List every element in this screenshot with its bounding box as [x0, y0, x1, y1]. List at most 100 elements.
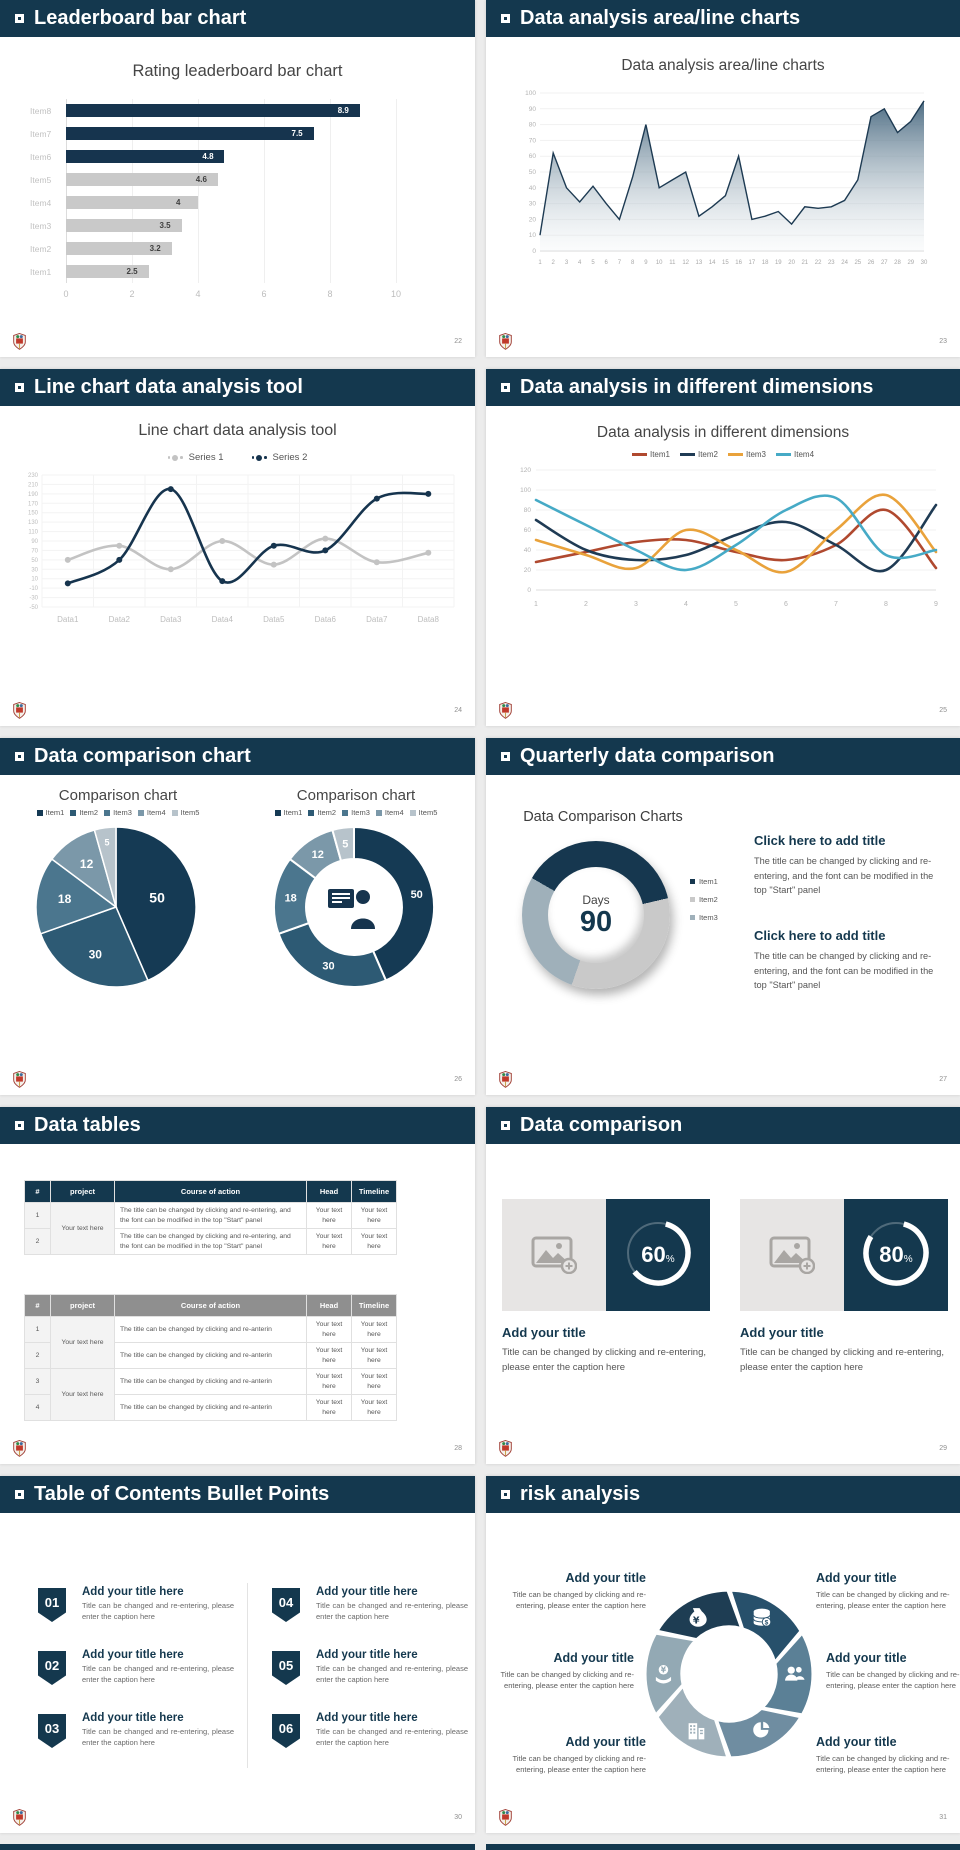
slide-body: Data analysis area/line charts 0 10 20 3… [486, 37, 960, 357]
slide-thumbnail-26[interactable]: Data comparison chart Comparison chart I… [0, 738, 475, 1095]
slide-body: Line chart data analysis tool Series 1 S… [0, 406, 475, 726]
bar-track: 4.8 [66, 150, 432, 163]
toc-item[interactable]: Add your title here Title can be changed… [82, 1649, 234, 1686]
data-table: # project Course of action Head Timeline 1 Yo… [24, 1294, 397, 1422]
bar-chart: 0 2 4 6 8 10 Item8 8.9 Item7 7.5 Item6 4.8 It… [30, 99, 432, 314]
pinwheel-segment [644, 1632, 698, 1717]
comparison-card: 60 % Add your title Title can be changed… [502, 1199, 710, 1373]
risk-text-block[interactable]: Add your title Title can be changed by c… [816, 1735, 960, 1776]
table-row: 2 The title can be changed by clicking an… [24, 1342, 397, 1370]
slide-thumbnail-29[interactable]: Data comparison 60 % Add your title Titl… [486, 1107, 960, 1464]
svg-text:8: 8 [631, 260, 635, 266]
bar-row: Item1 2.5 [30, 260, 432, 283]
risk-text-block[interactable]: Add your title Title can be changed by c… [826, 1651, 960, 1692]
axis-tick-label: 8 [327, 289, 333, 299]
legend-item: Item3 [104, 808, 132, 817]
svg-text:¥: ¥ [661, 1666, 667, 1675]
data-table: # project Course of action Head Timeline 1 Yo… [24, 1180, 397, 1256]
table-cell: The title can be changed by clicking and… [114, 1394, 307, 1422]
page-number: 31 [939, 1814, 947, 1821]
slide-header: Data comparison [486, 1107, 960, 1144]
toc-item-title: Add your title here [316, 1712, 418, 1724]
table-cell: Your text here [50, 1315, 115, 1370]
legend-label: Item3 [113, 808, 132, 817]
svg-text:$: $ [765, 1620, 769, 1627]
bar-row: Item5 4.6 [30, 168, 432, 191]
slide-thumbnail-22[interactable]: Leaderboard bar chart Rating leaderboard… [0, 0, 475, 357]
text-block-title: Click here to add title [754, 928, 886, 943]
slide-thumbnail-27[interactable]: Quarterly data comparison Data Compariso… [486, 738, 960, 1095]
slide-thumbnail-24[interactable]: Line chart data analysis tool Line chart… [0, 369, 475, 726]
svg-text:8: 8 [884, 601, 888, 608]
risk-text-block[interactable]: Add your title Title can be changed by c… [500, 1735, 646, 1776]
svg-text:30: 30 [322, 961, 334, 973]
percent-panel: 80 % [844, 1199, 948, 1311]
svg-text:-30: -30 [29, 596, 38, 602]
table-cell: Your text here [306, 1342, 352, 1370]
hand-coin-icon: ¥ [655, 1664, 672, 1684]
svg-text:5: 5 [104, 838, 109, 848]
pinwheel-diagram: ¥ $ ¥ [644, 1589, 814, 1759]
toc-item[interactable]: Add your title here Title can be changed… [316, 1712, 468, 1749]
table-header-cell: # [24, 1180, 51, 1203]
bullet-square-icon [15, 1121, 24, 1130]
chart-title: Rating leaderboard bar chart [132, 62, 343, 80]
table-cell: 3 [24, 1368, 51, 1396]
legend-item: Item4 [776, 450, 814, 459]
table-wrap: # project Course of action Head Timeline 1 Yo… [24, 1294, 397, 1422]
gridline [396, 99, 397, 283]
bar-value-label: 4 [176, 198, 181, 207]
toc-item[interactable]: Add your title here Title can be changed… [316, 1586, 468, 1623]
slide-thumbnail-28[interactable]: Data tables # project Course of action Head… [0, 1107, 475, 1464]
percent-label: 80 % [844, 1199, 948, 1311]
slide-thumbnail-23[interactable]: Data analysis area/line charts Data anal… [486, 0, 960, 357]
image-placeholder-icon [769, 1236, 815, 1274]
bar [66, 173, 218, 186]
legend-item: Item2 [308, 808, 336, 817]
svg-text:11: 11 [669, 260, 676, 266]
crest-logo-icon [13, 1071, 26, 1088]
bullet-square-icon [15, 14, 24, 23]
slide-header: Data comparison chart [0, 738, 475, 775]
svg-text:40: 40 [529, 185, 537, 192]
axis-tick-label: 6 [261, 289, 267, 299]
svg-text:30: 30 [529, 201, 537, 208]
svg-text:90: 90 [529, 106, 537, 113]
svg-text:25: 25 [854, 260, 861, 266]
bar [66, 150, 225, 163]
bar-value-label: 2.5 [126, 267, 138, 276]
toc-item[interactable]: Add your title here Title can be changed… [82, 1586, 234, 1623]
risk-text-block[interactable]: Add your title Title can be changed by c… [488, 1651, 634, 1692]
card-caption: Title can be changed by clicking and re-… [740, 1347, 945, 1373]
risk-block-caption: Title can be changed by clicking and re-… [512, 1590, 646, 1611]
crest-logo-icon [13, 1440, 26, 1457]
legend-item: Item3 [690, 913, 718, 922]
svg-text:50: 50 [529, 169, 537, 176]
slide-header-title: Leaderboard bar chart [34, 7, 247, 29]
svg-text:70: 70 [529, 137, 537, 144]
card-title: Add your title [740, 1325, 824, 1340]
bar-category-label: Item8 [30, 105, 52, 116]
image-placeholder[interactable] [740, 1199, 844, 1311]
toc-item[interactable]: Add your title here Title can be changed… [316, 1649, 468, 1686]
svg-text:90: 90 [31, 539, 38, 545]
risk-block-title: Add your title [816, 1571, 897, 1585]
svg-text:5: 5 [734, 601, 738, 608]
comparison-chart-block: Comparison chart Item1 Item2 Item3 Item4… [4, 787, 232, 1002]
toc-number-badge: 03 [38, 1714, 66, 1748]
legend-label: Item5 [418, 808, 438, 817]
table-cell: Your text here [351, 1228, 397, 1256]
image-placeholder[interactable] [502, 1199, 606, 1311]
slide-thumbnail-30[interactable]: Table of Contents Bullet Points 01 Add y… [0, 1476, 475, 1833]
table-header-cell: Timeline [351, 1294, 397, 1317]
slide-thumbnail-31[interactable]: risk analysis ¥ $ ¥ Add your title Title c… [486, 1476, 960, 1833]
slide-thumbnail-25[interactable]: Data analysis in different dimensions Da… [486, 369, 960, 726]
svg-text:24: 24 [841, 260, 848, 266]
bullet-square-icon [15, 752, 24, 761]
legend-item: Item4 [137, 808, 166, 817]
risk-text-block[interactable]: Add your title Title can be changed by c… [500, 1571, 646, 1612]
toc-item[interactable]: Add your title here Title can be changed… [82, 1712, 234, 1749]
legend-label: Item1 [699, 877, 718, 886]
risk-text-block[interactable]: Add your title Title can be changed by c… [816, 1571, 960, 1612]
crest-logo-icon [13, 333, 26, 350]
